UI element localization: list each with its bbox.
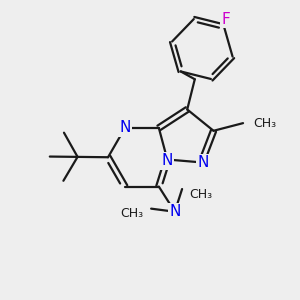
Text: CH₃: CH₃ <box>254 117 277 130</box>
Text: CH₃: CH₃ <box>121 207 144 220</box>
Text: N: N <box>169 204 181 219</box>
Text: F: F <box>221 12 230 27</box>
Text: N: N <box>162 154 173 169</box>
Text: CH₃: CH₃ <box>189 188 213 201</box>
Text: N: N <box>119 120 131 135</box>
Text: N: N <box>197 155 208 170</box>
